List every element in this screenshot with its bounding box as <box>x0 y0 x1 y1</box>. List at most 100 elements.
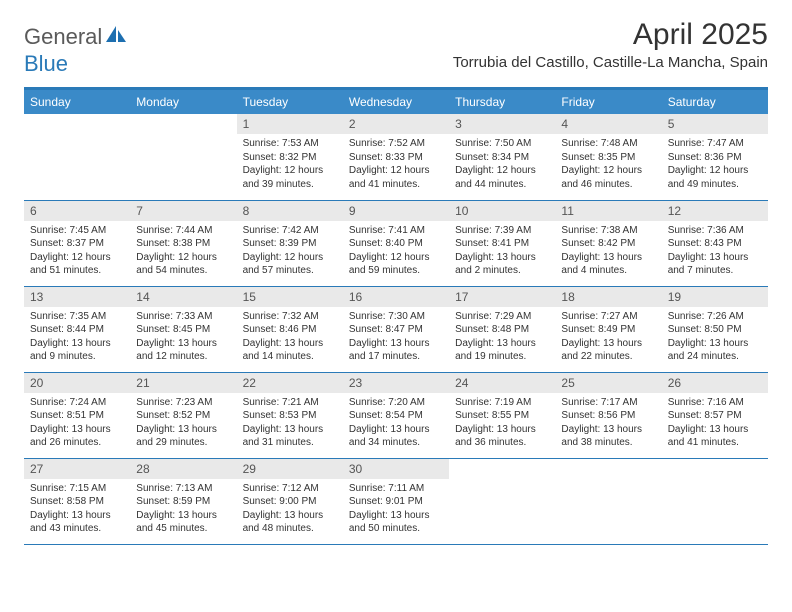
daylight-text: Daylight: 13 hours <box>243 337 337 351</box>
sunset-text: Sunset: 8:58 PM <box>30 495 124 509</box>
calendar-day-cell: 11Sunrise: 7:38 AMSunset: 8:42 PMDayligh… <box>555 200 661 286</box>
daylight-text: and 26 minutes. <box>30 436 124 450</box>
weekday-header: Sunday <box>24 89 130 115</box>
sunset-text: Sunset: 8:52 PM <box>136 409 230 423</box>
sunset-text: Sunset: 8:57 PM <box>668 409 762 423</box>
day-details: Sunrise: 7:26 AMSunset: 8:50 PMDaylight:… <box>662 307 768 368</box>
sunrise-text: Sunrise: 7:20 AM <box>349 396 443 410</box>
calendar-day-cell: 9Sunrise: 7:41 AMSunset: 8:40 PMDaylight… <box>343 200 449 286</box>
day-number: 2 <box>343 114 449 134</box>
calendar-day-cell: 26Sunrise: 7:16 AMSunset: 8:57 PMDayligh… <box>662 372 768 458</box>
daylight-text: Daylight: 13 hours <box>30 509 124 523</box>
daylight-text: Daylight: 12 hours <box>349 164 443 178</box>
calendar-day-cell: 29Sunrise: 7:12 AMSunset: 9:00 PMDayligh… <box>237 458 343 544</box>
calendar-day-cell: 13Sunrise: 7:35 AMSunset: 8:44 PMDayligh… <box>24 286 130 372</box>
day-number: 20 <box>24 373 130 393</box>
daylight-text: and 49 minutes. <box>668 178 762 192</box>
daylight-text: Daylight: 13 hours <box>243 423 337 437</box>
calendar-day-cell: 22Sunrise: 7:21 AMSunset: 8:53 PMDayligh… <box>237 372 343 458</box>
daylight-text: Daylight: 13 hours <box>30 423 124 437</box>
day-number: 28 <box>130 459 236 479</box>
daylight-text: Daylight: 13 hours <box>136 337 230 351</box>
daylight-text: and 14 minutes. <box>243 350 337 364</box>
day-details: Sunrise: 7:11 AMSunset: 9:01 PMDaylight:… <box>343 479 449 540</box>
calendar-day-cell: 17Sunrise: 7:29 AMSunset: 8:48 PMDayligh… <box>449 286 555 372</box>
daylight-text: Daylight: 13 hours <box>30 337 124 351</box>
sunset-text: Sunset: 8:55 PM <box>455 409 549 423</box>
sunrise-text: Sunrise: 7:48 AM <box>561 137 655 151</box>
daylight-text: Daylight: 13 hours <box>136 509 230 523</box>
day-details: Sunrise: 7:32 AMSunset: 8:46 PMDaylight:… <box>237 307 343 368</box>
calendar-day-cell: 19Sunrise: 7:26 AMSunset: 8:50 PMDayligh… <box>662 286 768 372</box>
day-details: Sunrise: 7:24 AMSunset: 8:51 PMDaylight:… <box>24 393 130 454</box>
daylight-text: Daylight: 13 hours <box>668 251 762 265</box>
calendar-day-cell: 5Sunrise: 7:47 AMSunset: 8:36 PMDaylight… <box>662 114 768 200</box>
daylight-text: Daylight: 12 hours <box>455 164 549 178</box>
calendar-day-cell: 8Sunrise: 7:42 AMSunset: 8:39 PMDaylight… <box>237 200 343 286</box>
daylight-text: Daylight: 13 hours <box>668 337 762 351</box>
daylight-text: and 17 minutes. <box>349 350 443 364</box>
daylight-text: and 9 minutes. <box>30 350 124 364</box>
sunset-text: Sunset: 9:00 PM <box>243 495 337 509</box>
calendar-day-cell: 25Sunrise: 7:17 AMSunset: 8:56 PMDayligh… <box>555 372 661 458</box>
month-title: April 2025 <box>453 18 768 52</box>
daylight-text: Daylight: 13 hours <box>455 337 549 351</box>
sunset-text: Sunset: 8:48 PM <box>455 323 549 337</box>
weekday-header: Wednesday <box>343 89 449 115</box>
sunset-text: Sunset: 8:59 PM <box>136 495 230 509</box>
sunset-text: Sunset: 8:53 PM <box>243 409 337 423</box>
day-details: Sunrise: 7:47 AMSunset: 8:36 PMDaylight:… <box>662 134 768 195</box>
sunset-text: Sunset: 8:32 PM <box>243 151 337 165</box>
day-number: 8 <box>237 201 343 221</box>
calendar-day-cell: 1Sunrise: 7:53 AMSunset: 8:32 PMDaylight… <box>237 114 343 200</box>
daylight-text: Daylight: 13 hours <box>349 509 443 523</box>
daylight-text: and 29 minutes. <box>136 436 230 450</box>
day-details: Sunrise: 7:39 AMSunset: 8:41 PMDaylight:… <box>449 221 555 282</box>
calendar-day-cell: . <box>449 458 555 544</box>
calendar-day-cell: 21Sunrise: 7:23 AMSunset: 8:52 PMDayligh… <box>130 372 236 458</box>
daylight-text: and 46 minutes. <box>561 178 655 192</box>
daylight-text: and 7 minutes. <box>668 264 762 278</box>
day-details: Sunrise: 7:52 AMSunset: 8:33 PMDaylight:… <box>343 134 449 195</box>
calendar-week-row: ..1Sunrise: 7:53 AMSunset: 8:32 PMDaylig… <box>24 114 768 200</box>
sunset-text: Sunset: 8:46 PM <box>243 323 337 337</box>
sunrise-text: Sunrise: 7:19 AM <box>455 396 549 410</box>
daylight-text: Daylight: 13 hours <box>243 509 337 523</box>
day-details: Sunrise: 7:20 AMSunset: 8:54 PMDaylight:… <box>343 393 449 454</box>
sunrise-text: Sunrise: 7:24 AM <box>30 396 124 410</box>
calendar-day-cell: 20Sunrise: 7:24 AMSunset: 8:51 PMDayligh… <box>24 372 130 458</box>
daylight-text: and 38 minutes. <box>561 436 655 450</box>
calendar-week-row: 20Sunrise: 7:24 AMSunset: 8:51 PMDayligh… <box>24 372 768 458</box>
daylight-text: and 50 minutes. <box>349 522 443 536</box>
day-number: 25 <box>555 373 661 393</box>
sunset-text: Sunset: 8:36 PM <box>668 151 762 165</box>
sunset-text: Sunset: 8:42 PM <box>561 237 655 251</box>
sunrise-text: Sunrise: 7:33 AM <box>136 310 230 324</box>
day-details: Sunrise: 7:13 AMSunset: 8:59 PMDaylight:… <box>130 479 236 540</box>
day-number: 5 <box>662 114 768 134</box>
day-details: Sunrise: 7:30 AMSunset: 8:47 PMDaylight:… <box>343 307 449 368</box>
day-details: Sunrise: 7:36 AMSunset: 8:43 PMDaylight:… <box>662 221 768 282</box>
calendar-day-cell: . <box>555 458 661 544</box>
sunrise-text: Sunrise: 7:27 AM <box>561 310 655 324</box>
day-details: Sunrise: 7:19 AMSunset: 8:55 PMDaylight:… <box>449 393 555 454</box>
calendar-day-cell: 28Sunrise: 7:13 AMSunset: 8:59 PMDayligh… <box>130 458 236 544</box>
sunset-text: Sunset: 8:40 PM <box>349 237 443 251</box>
day-details: Sunrise: 7:45 AMSunset: 8:37 PMDaylight:… <box>24 221 130 282</box>
sunset-text: Sunset: 9:01 PM <box>349 495 443 509</box>
calendar-body: ..1Sunrise: 7:53 AMSunset: 8:32 PMDaylig… <box>24 114 768 544</box>
daylight-text: Daylight: 13 hours <box>455 423 549 437</box>
calendar-day-cell: . <box>130 114 236 200</box>
sunrise-text: Sunrise: 7:21 AM <box>243 396 337 410</box>
day-number: 21 <box>130 373 236 393</box>
day-details: Sunrise: 7:15 AMSunset: 8:58 PMDaylight:… <box>24 479 130 540</box>
sunrise-text: Sunrise: 7:13 AM <box>136 482 230 496</box>
day-number: 11 <box>555 201 661 221</box>
sunset-text: Sunset: 8:41 PM <box>455 237 549 251</box>
sunrise-text: Sunrise: 7:23 AM <box>136 396 230 410</box>
calendar-day-cell: 30Sunrise: 7:11 AMSunset: 9:01 PMDayligh… <box>343 458 449 544</box>
sunrise-text: Sunrise: 7:47 AM <box>668 137 762 151</box>
day-number: 26 <box>662 373 768 393</box>
calendar-week-row: 13Sunrise: 7:35 AMSunset: 8:44 PMDayligh… <box>24 286 768 372</box>
day-number: 17 <box>449 287 555 307</box>
